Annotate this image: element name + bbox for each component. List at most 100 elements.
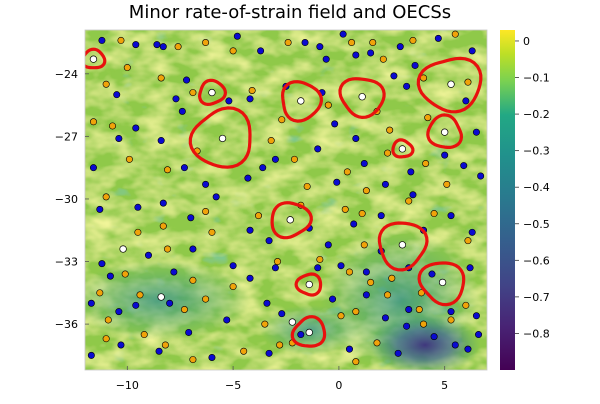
- blue-point: [172, 95, 180, 103]
- blue-point: [225, 97, 233, 105]
- blue-point: [447, 308, 455, 316]
- orange-point: [164, 245, 172, 253]
- blue-point: [223, 316, 231, 324]
- blue-point: [352, 51, 360, 59]
- orange-point: [386, 126, 394, 134]
- blue-point: [155, 347, 163, 355]
- oecs-contour: [391, 138, 415, 159]
- orange-point: [180, 306, 188, 314]
- colorbar-tick-label: −0.5: [523, 218, 550, 231]
- blue-point: [403, 82, 411, 90]
- colorbar: [500, 30, 515, 370]
- oecs-contour: [290, 315, 327, 348]
- y-tick-label: −36: [55, 318, 78, 331]
- oecs-center-point: [398, 241, 407, 249]
- blue-point: [98, 36, 106, 44]
- orange-point: [303, 182, 311, 190]
- blue-point: [297, 331, 305, 339]
- orange-point: [248, 86, 256, 94]
- orange-point: [384, 149, 392, 157]
- orange-point: [267, 137, 275, 145]
- orange-point: [464, 237, 472, 245]
- blue-point: [98, 260, 106, 268]
- orange-point: [430, 210, 438, 218]
- orange-point: [388, 274, 396, 282]
- blue-point: [360, 159, 368, 167]
- orange-point: [202, 207, 210, 215]
- blue-point: [117, 341, 125, 349]
- blue-point: [447, 212, 455, 220]
- orange-point: [464, 78, 472, 86]
- blue-point: [411, 61, 419, 69]
- blue-point: [329, 295, 337, 303]
- orange-point: [362, 187, 370, 195]
- orange-point: [140, 331, 148, 339]
- orange-point: [157, 74, 165, 82]
- orange-point: [104, 316, 112, 324]
- blue-point: [259, 164, 267, 172]
- orange-point: [348, 39, 356, 47]
- orange-point: [316, 255, 324, 263]
- x-tick-label: −10: [116, 379, 139, 392]
- orange-point: [240, 347, 248, 355]
- orange-point: [447, 316, 455, 324]
- orange-point: [189, 356, 197, 364]
- plot-frame: [84, 29, 488, 371]
- blue-point: [428, 270, 436, 278]
- blue-point: [144, 251, 152, 259]
- blue-point: [381, 314, 389, 322]
- orange-point: [420, 320, 428, 328]
- orange-point: [208, 228, 216, 236]
- blue-point: [377, 212, 385, 220]
- blue-point: [233, 32, 241, 40]
- blue-point: [265, 237, 273, 245]
- orange-point: [276, 341, 284, 349]
- blue-point: [367, 49, 375, 57]
- blue-point: [337, 262, 345, 270]
- oecs-contour: [270, 201, 313, 240]
- blue-point: [322, 55, 330, 63]
- oecs-center-point: [208, 88, 216, 97]
- blue-point: [472, 128, 480, 136]
- orange-point: [405, 197, 413, 205]
- blue-point: [405, 306, 413, 314]
- blue-point: [396, 43, 404, 51]
- blue-point: [263, 299, 271, 307]
- oecs-center-point: [358, 93, 366, 101]
- orange-point: [417, 289, 425, 297]
- colorbar-tick-label: 0: [523, 35, 530, 48]
- blue-point: [451, 341, 459, 349]
- blue-point: [185, 328, 193, 336]
- blue-point: [278, 310, 286, 318]
- blue-point: [87, 351, 95, 359]
- blue-point: [390, 72, 398, 80]
- orange-point: [462, 301, 470, 309]
- blue-point: [170, 268, 178, 276]
- oecs-center-point: [286, 216, 294, 224]
- orange-point: [345, 268, 353, 276]
- orange-point: [202, 39, 210, 47]
- orange-point: [202, 295, 210, 303]
- orange-point: [102, 193, 110, 201]
- blue-point: [475, 331, 483, 339]
- orange-point: [96, 289, 104, 297]
- orange-point: [254, 212, 262, 220]
- blue-point: [202, 180, 210, 188]
- colorbar-tick-label: −0.2: [523, 108, 550, 121]
- orange-point: [161, 341, 169, 349]
- blue-point: [345, 345, 353, 353]
- oecs-contour: [377, 221, 429, 272]
- blue-point: [212, 193, 220, 201]
- blue-point: [115, 134, 123, 142]
- orange-point: [373, 339, 381, 347]
- blue-point: [466, 264, 474, 272]
- orange-point: [278, 116, 286, 124]
- oecs-contour: [417, 261, 466, 307]
- blue-point: [352, 134, 360, 142]
- chart-title: Minor rate-of-strain field and OECSs: [129, 2, 451, 23]
- orange-point: [274, 258, 282, 266]
- oecs-center-point: [438, 278, 447, 287]
- blue-point: [183, 76, 191, 84]
- blue-point: [407, 168, 415, 176]
